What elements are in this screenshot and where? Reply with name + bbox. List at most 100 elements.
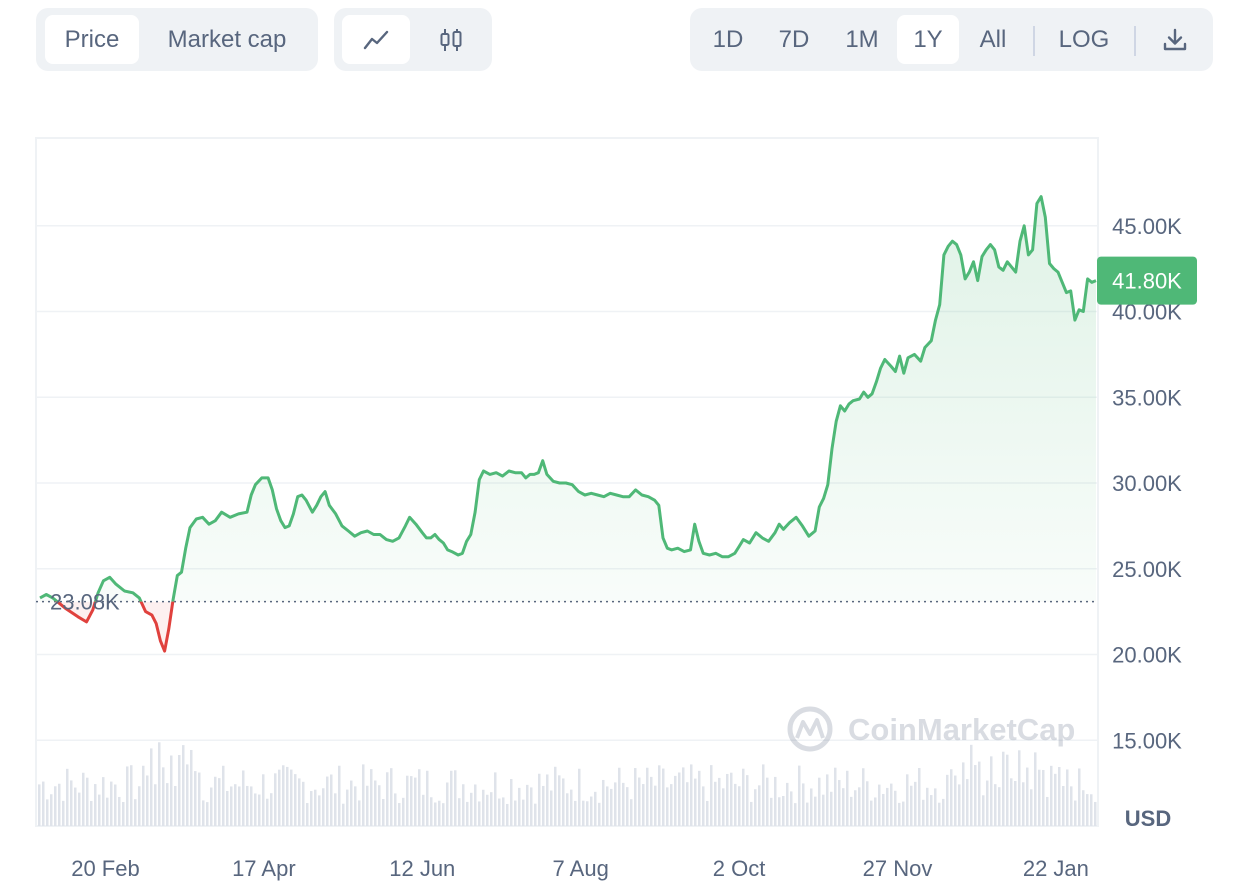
volume-bar [134, 799, 137, 826]
volume-bar [754, 789, 757, 826]
volume-bar [498, 798, 501, 826]
volume-bar [1046, 796, 1049, 826]
range-1m-button[interactable]: 1M [845, 25, 879, 53]
x-tick-label: 20 Feb [71, 856, 140, 881]
volume-bar [106, 797, 109, 826]
volume-bar [258, 794, 261, 826]
y-tick-label: 45.00K [1112, 214, 1182, 239]
volume-bar [502, 797, 505, 826]
volume-bar [1090, 794, 1093, 826]
volume-bar [246, 785, 249, 826]
price-line-up [39, 195, 1097, 602]
download-button[interactable] [1148, 15, 1202, 64]
volume-bar [1066, 769, 1069, 826]
volume-bar [562, 778, 565, 826]
volume-bar [374, 780, 377, 826]
volume-bar [210, 787, 213, 826]
volume-bar [954, 775, 957, 826]
volume-bar [774, 776, 777, 826]
volume-bar [530, 787, 533, 826]
volume-bar [414, 777, 417, 826]
volume-bar [94, 784, 97, 826]
volume-bar [230, 786, 233, 826]
volume-bar [786, 782, 789, 826]
volume-bar [214, 776, 217, 826]
volume-bar [746, 775, 749, 826]
volume-bar [90, 800, 93, 826]
volume-bar [338, 765, 341, 826]
volume-bar [490, 792, 493, 826]
volume-bar [974, 765, 977, 826]
price-area-fill-negative [40, 601, 1096, 652]
volume-bar [662, 768, 665, 826]
range-7d-button[interactable]: 7D [778, 25, 810, 53]
y-tick-label: 20.00K [1112, 643, 1182, 668]
volume-bar [654, 785, 657, 826]
volume-bar [614, 782, 617, 826]
volume-bar [714, 781, 717, 826]
volume-bar [650, 776, 653, 826]
volume-bar [450, 770, 453, 826]
volume-bar [1026, 767, 1029, 826]
volume-bar [154, 784, 157, 826]
volume-bar [286, 766, 289, 826]
market-cap-tab[interactable]: Market cap [167, 25, 287, 53]
volume-bar [794, 803, 797, 826]
volume-bar [330, 774, 333, 826]
toolbar-divider [1033, 26, 1035, 56]
volume-bar [610, 788, 613, 826]
range-1y-button[interactable]: 1Y [897, 15, 959, 64]
price-tab[interactable]: Price [45, 15, 139, 64]
volume-bar [594, 791, 597, 826]
volume-bar [758, 785, 761, 826]
volume-bar [62, 800, 65, 826]
volume-bar [866, 781, 869, 826]
volume-bar [686, 782, 689, 826]
volume-bar [310, 791, 313, 826]
volume-bar [74, 787, 77, 826]
volume-bar [1034, 752, 1037, 826]
volume-bar [482, 789, 485, 826]
volume-bar [898, 802, 901, 826]
volume-bar [510, 779, 513, 826]
x-tick-label: 7 Aug [553, 856, 609, 881]
volume-bar [634, 768, 637, 826]
candlestick-chart-button[interactable] [418, 15, 484, 64]
log-scale-button[interactable]: LOG [1058, 25, 1110, 53]
volume-bar [994, 784, 997, 826]
volume-bar [870, 800, 873, 826]
volume-bar [386, 772, 389, 826]
download-icon [1163, 28, 1187, 50]
volume-bar [458, 798, 461, 826]
volume-bar [126, 766, 129, 826]
volume-bar [886, 787, 889, 826]
current-price-badge: 41.80K [1097, 256, 1197, 305]
volume-bar [902, 801, 905, 826]
volume-bar [734, 783, 737, 826]
volume-bar [38, 784, 41, 826]
volume-bar [946, 774, 949, 826]
volume-bar [226, 791, 229, 826]
volume-bar [294, 774, 297, 826]
volume-bar [306, 803, 309, 826]
volume-bar [642, 784, 645, 826]
volume-bar [278, 769, 281, 826]
volume-bar [102, 777, 105, 826]
volume-bar [806, 802, 809, 826]
volume-bar [358, 800, 361, 826]
volume-bar [302, 781, 305, 826]
volume-bars [38, 742, 1097, 826]
volume-bar [830, 791, 833, 826]
range-all-button[interactable]: All [979, 25, 1007, 53]
volume-bar [962, 762, 965, 826]
x-tick-label: 22 Jan [1023, 856, 1089, 881]
volume-bar [334, 793, 337, 826]
volume-bar [858, 787, 861, 826]
volume-bar [1038, 769, 1041, 826]
current-price-label: 41.80K [1112, 269, 1182, 294]
volume-bar [950, 769, 953, 826]
line-chart-button[interactable] [342, 15, 410, 64]
range-1d-button[interactable]: 1D [712, 25, 744, 53]
volume-bar [882, 793, 885, 826]
